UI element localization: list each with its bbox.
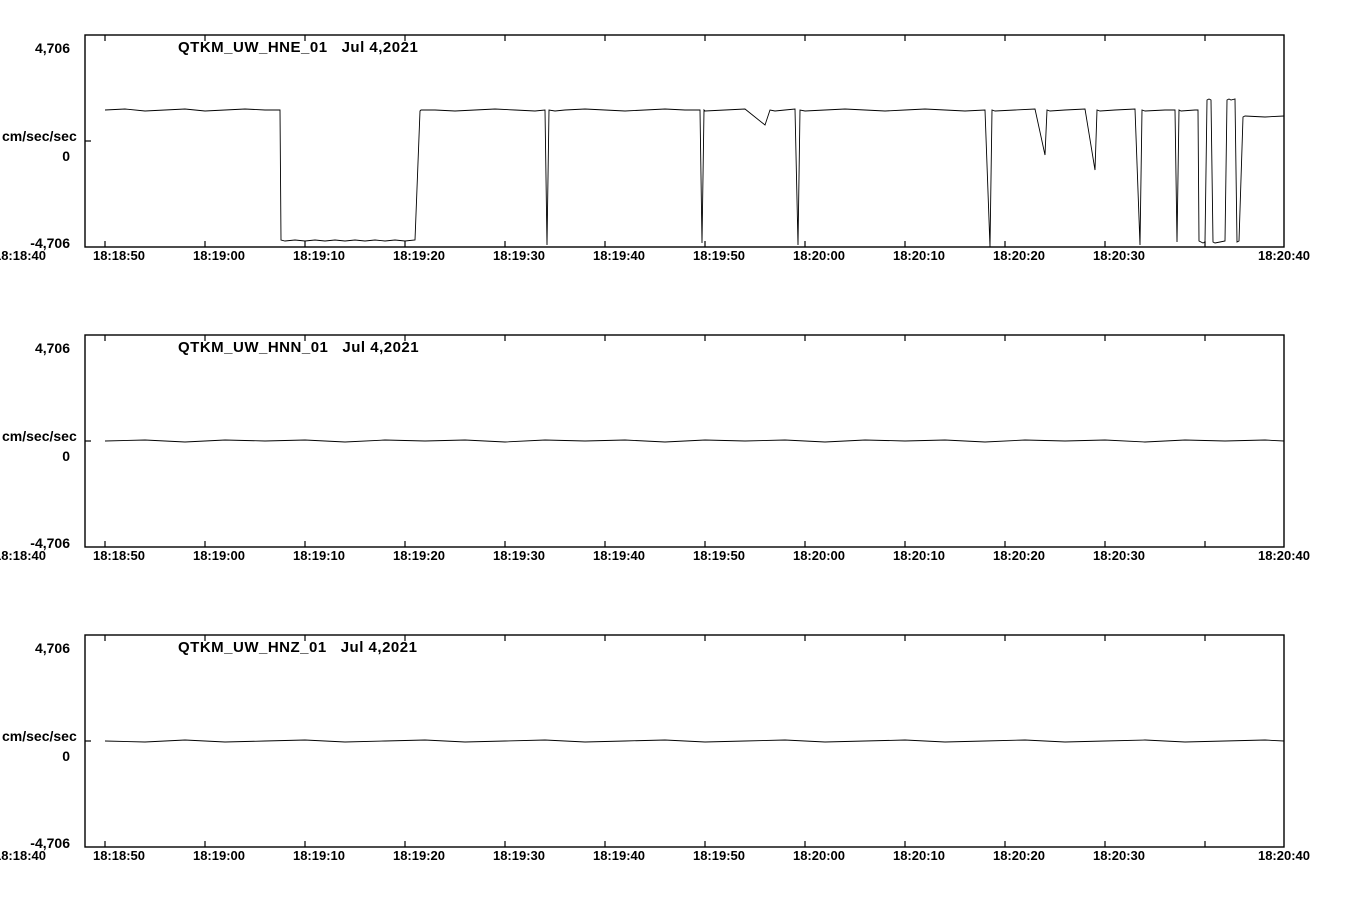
x-tick-8-hnn: 18:20:00 <box>793 548 845 563</box>
waveform-chart-hne <box>85 35 1284 255</box>
x-tick-0-hnz: 18:18:40 <box>0 848 46 863</box>
x-tick-0-hne: 18:18:40 <box>0 248 46 263</box>
x-tick-10-hne: 18:20:20 <box>993 248 1045 263</box>
x-tick-2-hnn: 18:19:00 <box>193 548 245 563</box>
y-tick-top-hnn: 4,706 <box>0 340 70 356</box>
x-tick-3-hne: 18:19:10 <box>293 248 345 263</box>
x-tick-6-hnz: 18:19:40 <box>593 848 645 863</box>
x-tick-3-hnz: 18:19:10 <box>293 848 345 863</box>
x-tick-3-hnn: 18:19:10 <box>293 548 345 563</box>
x-tick-4-hnz: 18:19:20 <box>393 848 445 863</box>
y-tick-zero-hnz: 0 <box>0 748 70 764</box>
y-tick-top-hne: 4,706 <box>0 40 70 56</box>
panel-hnn: QTKM_UW_HNN_01 Jul 4,2021 cm/sec/sec 4,7… <box>0 320 1358 580</box>
x-tick-9-hnz: 18:20:10 <box>893 848 945 863</box>
panel-hne: QTKM_UW_HNE_01 Jul 4,2021 cm/sec/sec 4,7… <box>0 20 1358 280</box>
x-tick-9-hnn: 18:20:10 <box>893 548 945 563</box>
x-tick-1-hnz: 18:18:50 <box>93 848 145 863</box>
y-tick-zero-hnn: 0 <box>0 448 70 464</box>
y-axis-label-hnz: cm/sec/sec <box>2 728 77 744</box>
x-tick-11-hnn: 18:20:30 <box>1093 548 1145 563</box>
x-tick-10-hnn: 18:20:20 <box>993 548 1045 563</box>
waveform-chart-hnn <box>85 335 1284 555</box>
x-tick-6-hne: 18:19:40 <box>593 248 645 263</box>
x-tick-6-hnn: 18:19:40 <box>593 548 645 563</box>
panel-hnz: QTKM_UW_HNZ_01 Jul 4,2021 cm/sec/sec 4,7… <box>0 620 1358 880</box>
x-tick-5-hnn: 18:19:30 <box>493 548 545 563</box>
waveform-chart-hnz <box>85 635 1284 855</box>
x-tick-10-hnz: 18:20:20 <box>993 848 1045 863</box>
y-axis-label-hnn: cm/sec/sec <box>2 428 77 444</box>
x-tick-12-hne: 18:20:40 <box>1258 248 1310 263</box>
x-tick-7-hne: 18:19:50 <box>693 248 745 263</box>
x-tick-1-hne: 18:18:50 <box>93 248 145 263</box>
x-tick-2-hnz: 18:19:00 <box>193 848 245 863</box>
x-tick-5-hnz: 18:19:30 <box>493 848 545 863</box>
x-tick-12-hnz: 18:20:40 <box>1258 848 1310 863</box>
x-tick-0-hnn: 18:18:40 <box>0 548 46 563</box>
x-tick-8-hnz: 18:20:00 <box>793 848 845 863</box>
x-tick-7-hnz: 18:19:50 <box>693 848 745 863</box>
y-tick-zero-hne: 0 <box>0 148 70 164</box>
x-tick-9-hne: 18:20:10 <box>893 248 945 263</box>
x-tick-11-hnz: 18:20:30 <box>1093 848 1145 863</box>
x-tick-2-hne: 18:19:00 <box>193 248 245 263</box>
x-tick-7-hnn: 18:19:50 <box>693 548 745 563</box>
x-tick-4-hne: 18:19:20 <box>393 248 445 263</box>
x-tick-1-hnn: 18:18:50 <box>93 548 145 563</box>
x-tick-11-hne: 18:20:30 <box>1093 248 1145 263</box>
x-tick-5-hne: 18:19:30 <box>493 248 545 263</box>
strip-chart-page: QTKM_UW_HNE_01 Jul 4,2021 cm/sec/sec 4,7… <box>0 0 1358 924</box>
x-tick-12-hnn: 18:20:40 <box>1258 548 1310 563</box>
x-tick-4-hnn: 18:19:20 <box>393 548 445 563</box>
y-tick-top-hnz: 4,706 <box>0 640 70 656</box>
y-axis-label-hne: cm/sec/sec <box>2 128 77 144</box>
x-tick-8-hne: 18:20:00 <box>793 248 845 263</box>
